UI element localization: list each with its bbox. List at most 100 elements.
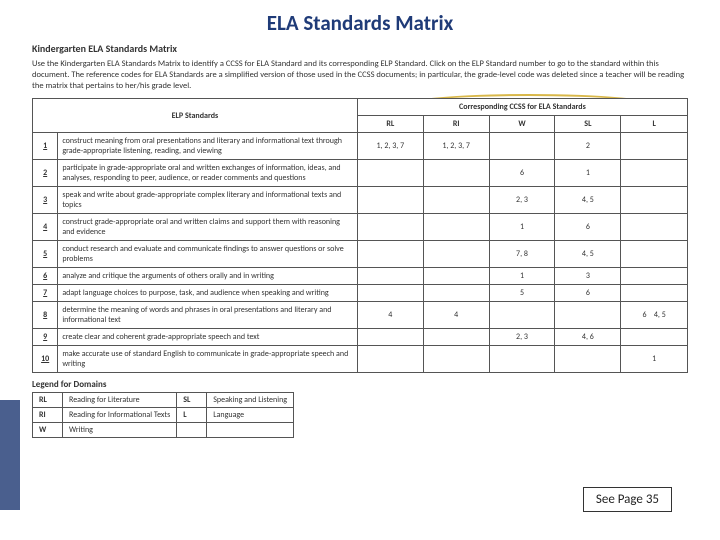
cell-ri: [423, 268, 489, 285]
cell-l: [621, 214, 688, 241]
row-desc: conduct research and evaluate and commun…: [58, 241, 358, 268]
th-sl: SL: [555, 116, 621, 133]
cell-rl: [357, 329, 423, 346]
matrix-wrapper: ELP Standards Corresponding CCSS for ELA…: [32, 98, 688, 373]
legend-code: SL: [177, 393, 207, 408]
row-num-link[interactable]: 5: [43, 249, 47, 259]
row-num-link[interactable]: 3: [43, 195, 47, 205]
row-num-link[interactable]: 4: [43, 222, 47, 232]
table-row: 8 determine the meaning of words and phra…: [33, 302, 688, 329]
table-row: 9 create clear and coherent grade-appropr…: [33, 329, 688, 346]
table-row: 7 adapt language choices to purpose, task…: [33, 285, 688, 302]
table-row: 4construct grade-appropriate oral and wr…: [33, 214, 688, 241]
cell-w: 2, 3: [489, 187, 555, 214]
legend-row: RLReading for Literature SLSpeaking and …: [33, 393, 294, 408]
row-num-link[interactable]: 9: [43, 332, 47, 342]
legend-code: RI: [33, 408, 63, 423]
th-elp-standards: ELP Standards: [33, 99, 358, 133]
legend-text: [207, 423, 294, 438]
cell-w: 1: [489, 214, 555, 241]
cell-l: 1: [621, 346, 688, 373]
cell-l: [621, 329, 688, 346]
th-corresponding: Corresponding CCSS for ELA Standards: [357, 99, 687, 116]
cell-w: 7, 8: [489, 241, 555, 268]
legend-code: W: [33, 423, 63, 438]
cell-rl: [357, 214, 423, 241]
th-l: L: [621, 116, 688, 133]
legend-table: RLReading for Literature SLSpeaking and …: [32, 392, 294, 438]
cell-w: 1: [489, 268, 555, 285]
legend-text: Reading for Informational Texts: [63, 408, 177, 423]
intro-paragraph: Use the Kindergarten ELA Standards Matri…: [32, 59, 688, 92]
cell-ri: [423, 187, 489, 214]
row-num-link[interactable]: 1: [43, 141, 47, 151]
cell-sl: 4, 5: [555, 187, 621, 214]
row-num-link[interactable]: 7: [43, 288, 47, 298]
cell-ri: 1, 2, 3, 7: [423, 133, 489, 160]
table-row: 6 analyze and critique the arguments of o…: [33, 268, 688, 285]
cell-rl: [357, 160, 423, 187]
row-desc: make accurate use of standard English to…: [58, 346, 358, 373]
row-desc: create clear and coherent grade-appropri…: [58, 329, 358, 346]
cell-rl: [357, 285, 423, 302]
cell-rl: [357, 268, 423, 285]
cell-l: 6 4, 5: [621, 302, 688, 329]
cell-rl: 4: [357, 302, 423, 329]
cell-rl: [357, 241, 423, 268]
cell-ri: 4: [423, 302, 489, 329]
cell-sl: [555, 302, 621, 329]
cell-l: [621, 285, 688, 302]
cell-rl: [357, 346, 423, 373]
cell-ri: [423, 329, 489, 346]
row-num-link[interactable]: 10: [41, 354, 49, 364]
standards-table: ELP Standards Corresponding CCSS for ELA…: [32, 98, 688, 373]
cell-l: [621, 160, 688, 187]
cell-l: [621, 268, 688, 285]
row-desc: determine the meaning of words and phras…: [58, 302, 358, 329]
cell-sl: 2: [555, 133, 621, 160]
cell-sl: [555, 346, 621, 373]
cell-ri: [423, 285, 489, 302]
row-num-link[interactable]: 2: [43, 168, 47, 178]
th-ri: RI: [423, 116, 489, 133]
slide-root: ELA Standards Matrix Kindergarten ELA St…: [0, 0, 720, 540]
cell-ri: [423, 214, 489, 241]
content-area: Kindergarten ELA Standards Matrix Use th…: [32, 42, 688, 438]
row-desc: participate in grade-appropriate oral an…: [58, 160, 358, 187]
cell-sl: 1: [555, 160, 621, 187]
table-header-row-1: ELP Standards Corresponding CCSS for ELA…: [33, 99, 688, 116]
row-num-link[interactable]: 6: [43, 271, 47, 281]
legend-row: RIReading for Informational Texts LLangu…: [33, 408, 294, 423]
cell-ri: [423, 241, 489, 268]
table-row: 10 make accurate use of standard English …: [33, 346, 688, 373]
cell-w: [489, 133, 555, 160]
cell-rl: [357, 187, 423, 214]
row-desc: analyze and critique the arguments of ot…: [58, 268, 358, 285]
row-num-link[interactable]: 8: [43, 310, 47, 320]
legend-text: Language: [207, 408, 294, 423]
legend-code: L: [177, 408, 207, 423]
cell-rl: 1, 2, 3, 7: [357, 133, 423, 160]
see-page-callout: See Page 35: [583, 487, 672, 512]
cell-w: 2, 3: [489, 329, 555, 346]
cell-w: 6: [489, 160, 555, 187]
table-body: 1construct meaning from oral presentatio…: [33, 133, 688, 373]
table-row: 3speak and write about grade-appropriate…: [33, 187, 688, 214]
matrix-subheader: Kindergarten ELA Standards Matrix: [32, 42, 688, 55]
left-accent-bar: [0, 400, 20, 510]
cell-ri: [423, 346, 489, 373]
table-row: 1construct meaning from oral presentatio…: [33, 133, 688, 160]
cell-w: [489, 302, 555, 329]
legend-code: [177, 423, 207, 438]
row-desc: adapt language choices to purpose, task,…: [58, 285, 358, 302]
table-row: 5 conduct research and evaluate and commu…: [33, 241, 688, 268]
cell-l: [621, 133, 688, 160]
cell-w: 5: [489, 285, 555, 302]
cell-sl: 3: [555, 268, 621, 285]
legend-code: RL: [33, 393, 63, 408]
page-title: ELA Standards Matrix: [0, 10, 720, 36]
cell-l: [621, 241, 688, 268]
legend-title: Legend for Domains: [32, 379, 688, 390]
cell-sl: 6: [555, 285, 621, 302]
cell-ri: [423, 160, 489, 187]
